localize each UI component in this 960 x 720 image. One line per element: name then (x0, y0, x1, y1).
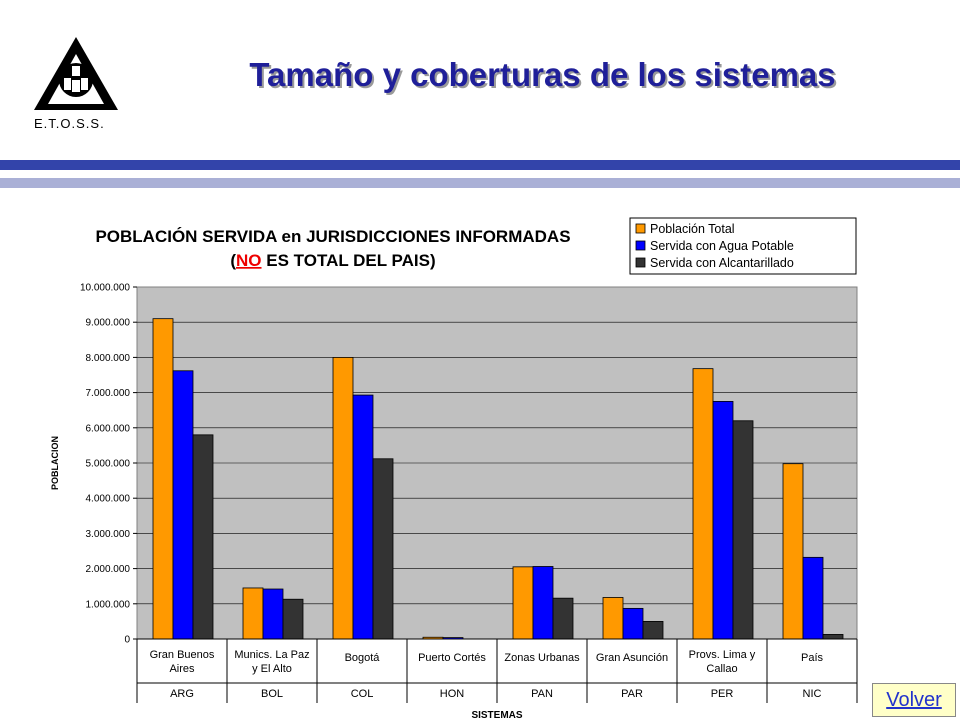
x-country-label: PAR (621, 688, 643, 700)
bar-pan-series-2 (532, 566, 554, 640)
bar-arg-series-2 (172, 370, 194, 640)
header-divider-light (0, 178, 960, 188)
x-category-label: Gran Asunción (596, 652, 668, 664)
x-country-label: COL (351, 688, 374, 700)
x-category-label: Provs. Lima y (689, 649, 756, 661)
bar-bol-series-1 (242, 587, 264, 640)
x-country-label: PER (711, 688, 734, 700)
x-country-label: NIC (803, 688, 822, 700)
y-tick-label: 6.000.000 (86, 423, 131, 434)
y-tick-label: 5.000.000 (86, 459, 131, 470)
title-emphasis: NO (236, 251, 262, 270)
y-tick-label: 2.000.000 (86, 564, 131, 575)
x-category-label: Callao (706, 663, 737, 675)
y-tick-label: 7.000.000 (86, 388, 131, 399)
x-category-label: y El Alto (252, 663, 292, 675)
chart-title-line1: POBLACIÓN SERVIDA en JURISDICCIONES INFO… (95, 227, 570, 246)
y-axis-label: POBLACION (50, 436, 60, 490)
legend-swatch (635, 223, 646, 234)
bar-arg-series-3 (192, 434, 214, 640)
y-tick-label: 0 (124, 635, 130, 646)
bar-bol-series-3 (282, 598, 304, 640)
x-category-label: Puerto Cortés (418, 652, 486, 664)
legend-swatch (635, 240, 646, 251)
chart-title: POBLACIÓN SERVIDA en JURISDICCIONES INFO… (95, 227, 570, 270)
legend-entry: Servida con Alcantarillado (650, 256, 794, 270)
x-country-label: PAN (531, 688, 553, 700)
y-tick-label: 4.000.000 (86, 494, 131, 505)
bar-col-series-2 (352, 394, 374, 640)
y-axis-ticks: 0 1.000.000 2.000.000 3.000.000 4.000.000 5.0… (80, 283, 137, 646)
x-category-label: Zonas Urbanas (504, 652, 580, 664)
x-category-label: Bogotá (345, 652, 381, 664)
page-title: Tamaño y coberturas de los sistemas (249, 56, 836, 93)
bar-bol-series-2 (262, 588, 284, 640)
etoss-logo (34, 37, 118, 110)
x-category-label: País (801, 652, 824, 664)
bar-arg-series-1 (152, 318, 174, 640)
chart-legend: Población Total Servida con Agua Potable S… (629, 217, 857, 275)
bar-per-series-3 (732, 420, 754, 640)
legend-entry: Servida con Agua Potable (650, 239, 794, 253)
bar-per-series-1 (692, 368, 714, 640)
x-category-label: Munics. La Paz (234, 649, 309, 661)
x-category-label: Aires (169, 663, 195, 675)
legend-swatch (635, 257, 646, 268)
bar-col-series-1 (332, 356, 354, 640)
bar-nic-series-1 (782, 463, 804, 640)
y-tick-label: 1.000.000 (86, 599, 131, 610)
x-category-label: Gran Buenos (150, 649, 215, 661)
bar-par-series-1 (602, 597, 624, 640)
bar-par-series-2 (622, 607, 644, 640)
organization-label: E.T.O.S.S. (34, 116, 105, 131)
y-tick-label: 9.000.000 (86, 318, 131, 329)
x-country-label: HON (440, 688, 465, 700)
x-axis-categories: Gran Buenos Aires ARG Munics. La Paz y El Al… (136, 638, 858, 703)
y-tick-label: 3.000.000 (86, 529, 131, 540)
bar-per-series-2 (712, 400, 734, 640)
header-divider-dark (0, 160, 960, 170)
bar-par-series-3 (642, 620, 664, 640)
bar-col-series-3 (372, 458, 394, 640)
bar-pan-series-1 (512, 566, 534, 640)
bars (152, 318, 844, 640)
chart-title-line2: (NO ES TOTAL DEL PAIS) (230, 251, 435, 270)
bar-nic-series-2 (802, 556, 824, 640)
legend-entry: Población Total (650, 222, 735, 236)
x-axis-label: SISTEMAS (471, 710, 522, 720)
bar-nic-series-3 (822, 634, 844, 640)
bar-pan-series-3 (552, 597, 574, 640)
x-country-label: ARG (170, 688, 194, 700)
y-tick-label: 10.000.000 (80, 283, 130, 294)
population-bar-chart: POBLACIÓN SERVIDA en JURISDICCIONES INFO… (50, 217, 858, 720)
x-country-label: BOL (261, 688, 283, 700)
y-tick-label: 8.000.000 (86, 353, 131, 364)
back-button[interactable]: Volver (872, 683, 956, 717)
